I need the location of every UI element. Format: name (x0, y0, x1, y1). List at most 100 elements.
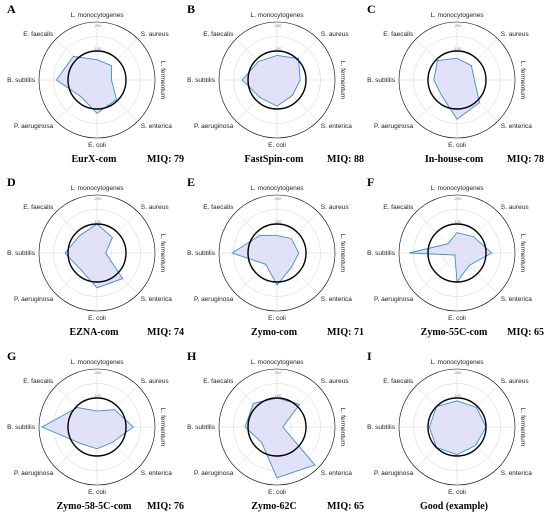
ring-label-100: 100 (455, 46, 462, 51)
miq-score: MIQ: 88 (327, 154, 364, 165)
data-polygon (55, 55, 118, 114)
axis-label: P. aeruginosa (14, 470, 54, 477)
miq-score: MIQ: 76 (147, 501, 184, 512)
ring-label-100: 100 (275, 219, 282, 224)
ring-label-200: 200 (455, 23, 462, 28)
axis-label: S. aureus (141, 31, 170, 38)
data-polygon (433, 57, 481, 120)
panel-letter: D (7, 175, 16, 189)
axis-label: L. fermentum (519, 61, 526, 99)
axis-label: E. faecalis (383, 31, 414, 38)
axis-label: S. enterica (501, 123, 532, 130)
axis-label: E. faecalis (23, 378, 54, 385)
axis-label: E. faecalis (383, 204, 414, 211)
axis-label: B. subtilis (7, 424, 36, 431)
reference-ring (247, 50, 307, 110)
ring-label-100: 100 (275, 46, 282, 51)
ring-label-200: 200 (95, 196, 102, 201)
panel-caption: Zymo-58-5C-com (57, 501, 133, 512)
axis-label: B. subtilis (367, 77, 396, 84)
axis-label: L. monocytogenes (250, 185, 304, 192)
ring-label-200: 200 (455, 370, 462, 375)
axis-label: S. enterica (141, 123, 172, 130)
panel-letter: B (187, 2, 195, 16)
axis-label: E. faecalis (203, 378, 234, 385)
radar-panel-e: 100 200 L. monocytogenes S. aureus L. fermen… (187, 175, 364, 338)
miq-score: MIQ: 79 (147, 154, 184, 165)
axis-label: L. monocytogenes (430, 12, 484, 19)
miq-score: MIQ: 74 (147, 327, 184, 338)
axis-label: L. monocytogenes (70, 12, 124, 19)
axis-label: E. coli (448, 315, 466, 322)
ring-label-200: 200 (275, 370, 282, 375)
axis-label: L. fermentum (519, 408, 526, 446)
panel-letter: F (367, 175, 374, 189)
axis-label: S. aureus (141, 378, 170, 385)
miq-score: MIQ: 65 (327, 501, 364, 512)
reference-ring (247, 397, 307, 457)
axis-label: L. fermentum (339, 234, 346, 272)
axis-label: L. monocytogenes (250, 12, 304, 19)
axis-label: S. aureus (321, 204, 350, 211)
radar-panel-g: 100 200 L. monocytogenes S. aureus L. fermen… (7, 349, 184, 512)
axis-label: L. monocytogenes (70, 185, 124, 192)
axis-label: B. subtilis (367, 250, 396, 257)
axis-label: E. coli (88, 315, 106, 322)
panel-caption: EurX-com (72, 154, 118, 165)
axis-label: B. subtilis (187, 250, 216, 257)
panel-caption: Zymo-com (251, 327, 298, 338)
axis-label: E. coli (88, 142, 106, 149)
axis-label: L. fermentum (519, 234, 526, 272)
axis-label: P. aeruginosa (194, 123, 234, 130)
panel-caption: EZNA-com (70, 327, 120, 338)
axis-label: L. fermentum (339, 408, 346, 446)
axis-label: E. coli (268, 315, 286, 322)
axis-label: S. aureus (321, 31, 350, 38)
axis-label: P. aeruginosa (194, 296, 234, 303)
axis-label: E. faecalis (203, 31, 234, 38)
reference-ring (67, 223, 127, 283)
panel-caption: Zymo-62C (251, 501, 297, 512)
ring-label-200: 200 (95, 23, 102, 28)
reference-ring (427, 50, 487, 110)
axis-label: P. aeruginosa (374, 123, 414, 130)
ring-label-200: 200 (275, 196, 282, 201)
data-polygon (40, 407, 135, 450)
axis-label: S. enterica (501, 470, 532, 477)
radar-panel-f: 100 200 L. monocytogenes S. aureus L. fermen… (367, 175, 544, 338)
axis-label: S. enterica (321, 123, 352, 130)
axis-label: L. monocytogenes (250, 359, 304, 366)
panel-letter: E (187, 175, 195, 189)
axis-label: L. fermentum (339, 61, 346, 99)
axis-label: E. faecalis (23, 31, 54, 38)
axis-label: S. aureus (501, 31, 530, 38)
panel-letter: I (367, 349, 372, 363)
axis-label: S. aureus (141, 204, 170, 211)
data-polygon (231, 235, 300, 286)
panel-caption: Zymo-55C-com (421, 327, 488, 338)
miq-score: MIQ: 71 (327, 327, 364, 338)
axis-label: P. aeruginosa (14, 296, 54, 303)
axis-label: S. enterica (321, 470, 352, 477)
panel-letter: A (7, 2, 16, 16)
ring-label-100: 100 (455, 219, 462, 224)
axis-label: L. fermentum (159, 234, 166, 272)
panel-caption: Good (example) (420, 501, 488, 512)
axis-label: B. subtilis (187, 77, 216, 84)
ring-label-100: 100 (275, 393, 282, 398)
reference-ring (427, 397, 487, 457)
axis-label: E. coli (448, 489, 466, 496)
axis-label: P. aeruginosa (374, 296, 414, 303)
axis-label: L. fermentum (159, 408, 166, 446)
miq-score: MIQ: 65 (507, 327, 544, 338)
panel-caption: In-house-com (425, 154, 484, 165)
axis-label: S. enterica (321, 296, 352, 303)
radar-panel-i: 100 200 L. monocytogenes S. aureus L. fermen… (367, 349, 532, 512)
axis-label: E. coli (268, 489, 286, 496)
axis-label: S. aureus (501, 378, 530, 385)
data-polygon (241, 54, 301, 107)
data-polygon (428, 400, 487, 456)
panel-caption: FastSpin-com (245, 154, 305, 165)
axis-label: S. enterica (141, 296, 172, 303)
axis-label: E. coli (88, 489, 106, 496)
